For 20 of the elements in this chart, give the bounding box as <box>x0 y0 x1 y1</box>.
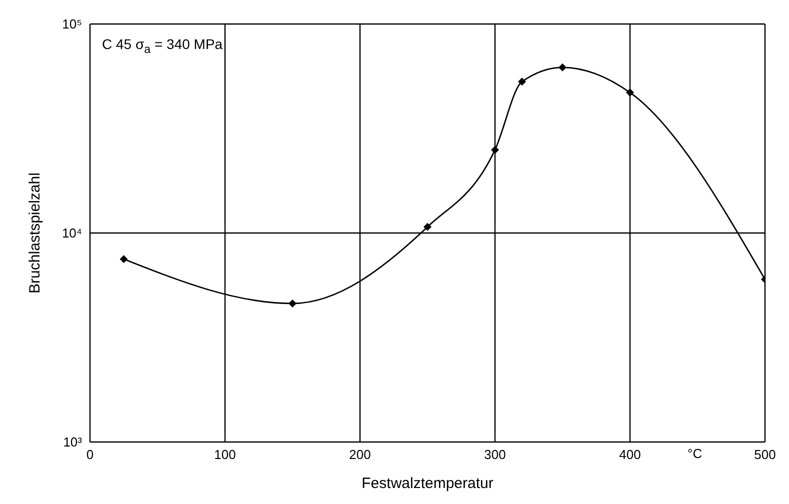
point <box>288 299 296 308</box>
x-tick-label: 100 <box>214 447 236 462</box>
point <box>491 146 499 154</box>
x-tick-label: 400 <box>619 447 641 462</box>
y-tick-label: 10³ <box>63 434 83 450</box>
x-axis-title: Festwalztemperatur <box>362 475 494 492</box>
y-tick-label: 10⁴ <box>62 226 82 241</box>
annotation: C 45 σ$_{a}$ = 340 MPa <box>102 36 223 56</box>
y-tick-label: 10⁵ <box>62 16 82 32</box>
y-axis-title: Bruchlastspielzahl <box>26 172 44 294</box>
x-tick-label: 300 <box>484 447 506 462</box>
point <box>558 63 566 72</box>
x-tick-label: 0 <box>86 447 94 462</box>
point <box>518 78 526 86</box>
text: °C <box>688 446 702 461</box>
point <box>424 222 432 231</box>
x-tick-label: 200 <box>349 447 371 462</box>
x-tick-label: 500 <box>754 447 776 462</box>
point <box>626 88 634 97</box>
point <box>120 255 128 264</box>
